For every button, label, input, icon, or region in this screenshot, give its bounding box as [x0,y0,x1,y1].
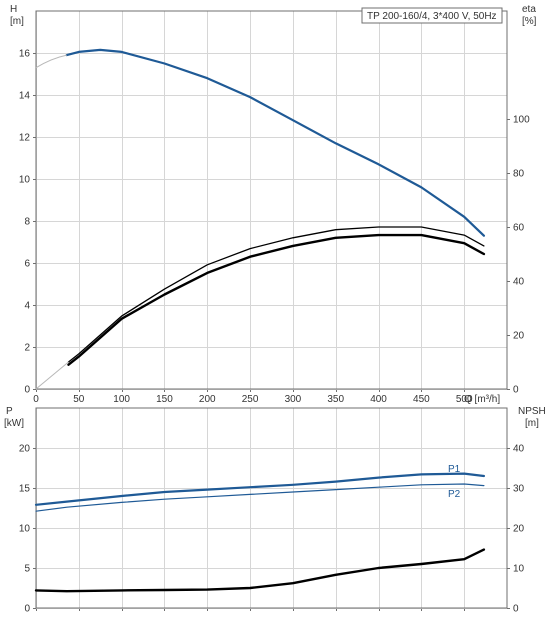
left-tick-label: 14 [19,91,31,102]
top-left-tick-labels: 0 2 4 6 8 10 12 14 16 [19,49,31,396]
left-tick-label: 10 [19,175,31,186]
right-tick-label: 60 [513,223,525,234]
top-left-axis-unit: [m] [10,16,24,27]
x-tick-label: 400 [370,394,387,405]
bottom-right-axis-unit: [m] [525,418,539,429]
x-tick-label: 250 [242,394,259,405]
bottom-series-group [34,472,486,593]
right-tick-label: 0 [513,604,519,615]
bottom-left-axis-unit: [kW] [4,418,24,429]
series-npsh-line [34,548,486,593]
left-tick-label: 12 [19,133,31,144]
bottom-right-axis-label: NPSH [518,406,546,417]
right-tick-label: 30 [513,484,525,495]
top-plot-frame [35,10,508,390]
right-tick-label: 10 [513,564,525,575]
series-eta-total-line [67,233,486,366]
x-tick-label: 450 [413,394,430,405]
x-tick-label: 150 [156,394,173,405]
right-tick-label: 20 [513,524,525,535]
left-tick-label: 0 [24,385,30,396]
x-tick-label: 500 [456,394,473,405]
left-tick-label: 4 [24,301,30,312]
left-tick-label: 6 [24,259,30,270]
top-series-group [35,48,486,390]
right-tick-label: 40 [513,444,525,455]
left-tick-label: 0 [24,604,30,615]
right-tick-label: 100 [513,115,530,126]
series-h-line [65,48,485,237]
series-p2-line [35,483,485,512]
bottom-left-axis-label: P [6,406,13,417]
top-x-tick-labels: 0 50 100 150 200 250 300 350 400 450 500 [33,394,473,405]
series-eta-startup-line [35,361,69,390]
x-tick-label: 50 [73,394,85,405]
series-eta-p-line [67,226,485,363]
series-h-startup-line [35,54,67,69]
left-tick-label: 15 [19,484,31,495]
x-tick-label: 0 [33,394,39,405]
top-right-tick-labels: 0 20 40 60 80 100 [513,115,530,396]
bottom-right-tick-labels: 0 10 20 30 40 [513,444,525,615]
top-right-axis-label: eta [522,4,536,15]
left-tick-label: 2 [24,343,30,354]
right-tick-label: 80 [513,169,525,180]
bottom-plot-frame [35,407,508,609]
bottom-grid [33,408,510,611]
left-tick-label: 10 [19,524,31,535]
left-tick-label: 5 [24,564,30,575]
x-tick-label: 350 [327,394,344,405]
legend-label-p1: P1 [448,464,461,475]
right-tick-label: 20 [513,331,525,342]
legend-label-p2: P2 [448,489,461,500]
pump-label-box: TP 200-160/4, 3*400 V, 50Hz [361,7,503,24]
series-p1-line [34,472,485,506]
bottom-left-tick-labels: 0 5 10 15 20 [19,444,31,615]
x-tick-label: 200 [199,394,216,405]
right-tick-label: 0 [513,385,519,396]
top-x-axis-label: Q [m³/h] [464,394,500,405]
left-tick-label: 20 [19,444,31,455]
top-left-axis-label: H [10,4,17,15]
top-right-axis-unit: [%] [522,16,537,27]
left-tick-label: 8 [24,217,30,228]
x-tick-label: 300 [285,394,302,405]
x-tick-label: 100 [113,394,130,405]
right-tick-label: 40 [513,277,525,288]
pump-label: TP 200-160/4, 3*400 V, 50Hz [367,11,497,22]
left-tick-label: 16 [19,49,31,60]
